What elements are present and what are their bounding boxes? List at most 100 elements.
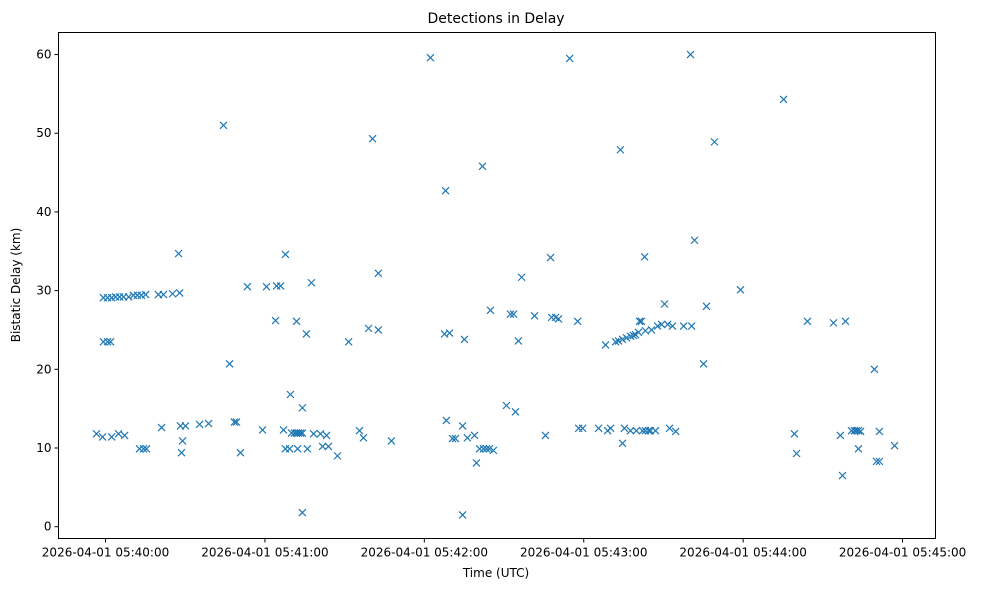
data-point (448, 434, 457, 443)
data-point (686, 50, 695, 59)
data-point (547, 313, 556, 322)
data-point (790, 429, 799, 438)
data-point (133, 291, 142, 300)
data-point (441, 186, 450, 195)
data-point (614, 337, 623, 345)
data-point (120, 431, 129, 440)
data-point (115, 292, 124, 301)
y-axis-ticks: 0 10 20 30 40 50 60 (36, 48, 59, 534)
data-point (574, 424, 583, 433)
data-point (573, 317, 582, 326)
data-point (322, 431, 331, 440)
data-point (616, 145, 625, 154)
data-point (651, 426, 660, 435)
data-point (243, 282, 252, 291)
data-point (174, 249, 183, 258)
data-point (736, 285, 745, 294)
x-tick-label: 2026-04-01 05:44:00 (679, 546, 806, 560)
x-tick-label: 2026-04-01 05:42:00 (361, 546, 488, 560)
data-point (606, 424, 615, 433)
data-point (647, 326, 656, 334)
data-point (856, 427, 865, 436)
data-point (565, 54, 574, 63)
data-point (690, 236, 699, 245)
data-point (458, 510, 467, 519)
data-point (451, 434, 460, 443)
data-point (355, 426, 364, 435)
y-tick-label: 30 (36, 284, 51, 298)
data-point (644, 426, 653, 435)
data-point (626, 426, 635, 435)
data-point (460, 335, 469, 344)
data-point (578, 424, 587, 433)
data-point (841, 317, 850, 326)
data-point (387, 436, 396, 445)
data-point (506, 310, 515, 319)
data-point (502, 401, 511, 410)
data-point (302, 329, 311, 338)
data-point (687, 322, 696, 330)
data-point (485, 444, 494, 453)
data-point (106, 337, 115, 346)
data-point (92, 429, 101, 438)
data-point (124, 292, 133, 301)
data-point (272, 281, 281, 290)
data-point (541, 431, 550, 440)
x-axis-ticks: 2026-04-01 05:40:00 2026-04-01 05:41:00 20… (42, 538, 966, 560)
data-point (374, 326, 383, 334)
data-point (181, 422, 190, 430)
data-point (875, 457, 884, 466)
data-point (870, 365, 879, 374)
data-point (114, 429, 123, 438)
data-point (157, 423, 166, 432)
data-point (316, 429, 325, 438)
data-point (653, 322, 662, 330)
data-point (364, 324, 373, 333)
data-point (657, 320, 666, 329)
data-point (829, 318, 838, 327)
data-point (594, 424, 603, 433)
data-point (472, 459, 481, 467)
data-point (458, 422, 467, 430)
data-point (281, 250, 290, 259)
data-point (489, 446, 498, 455)
data-point (660, 300, 669, 308)
data-point (890, 441, 899, 450)
x-tick-label: 2026-04-01 05:43:00 (520, 546, 647, 560)
plot-frame (58, 32, 936, 539)
data-point (635, 317, 644, 326)
data-point (374, 269, 383, 278)
data-point (286, 390, 295, 399)
data-point (546, 253, 555, 262)
data-point (618, 335, 627, 344)
data-point (638, 426, 647, 435)
data-point (298, 429, 307, 437)
data-point (530, 311, 539, 320)
data-point (103, 293, 112, 302)
data-point (279, 425, 288, 434)
data-point (478, 162, 487, 171)
data-point (663, 320, 672, 329)
data-point (177, 448, 186, 457)
data-point (98, 433, 107, 441)
x-tick-label: 2026-04-01 05:40:00 (42, 546, 169, 560)
x-tick-label: 2026-04-01 05:45:00 (839, 546, 966, 560)
data-point (872, 457, 881, 466)
data-point (426, 53, 435, 62)
data-point (875, 427, 884, 436)
data-point (699, 359, 708, 368)
data-point (671, 427, 680, 436)
data-points (92, 50, 899, 519)
data-point (298, 403, 307, 412)
data-point (637, 317, 646, 326)
data-point (854, 444, 863, 453)
data-point (285, 444, 294, 453)
data-point (511, 407, 520, 416)
x-axis-label: Time (UTC) (462, 566, 529, 580)
data-point (276, 281, 285, 290)
data-point (479, 444, 488, 453)
data-point (482, 444, 491, 453)
data-point (640, 252, 649, 261)
data-point (634, 328, 643, 337)
data-point (620, 424, 629, 433)
